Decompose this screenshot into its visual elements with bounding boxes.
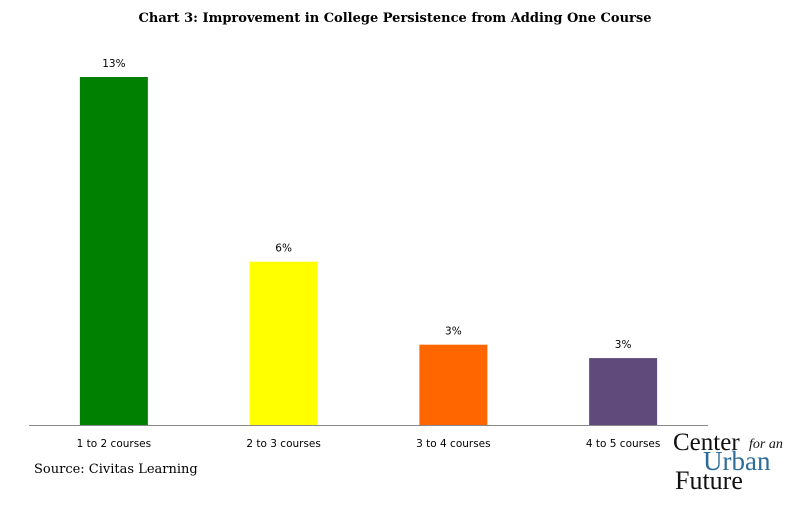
data-label: 6% bbox=[275, 243, 292, 255]
logo-text: Future bbox=[675, 466, 743, 495]
source-note: Source: Civitas Learning bbox=[34, 462, 198, 477]
data-label: 13% bbox=[102, 58, 125, 70]
logo-text: for an bbox=[749, 437, 783, 452]
logo-text: Center bbox=[673, 429, 740, 456]
bar-1 bbox=[79, 77, 148, 425]
chart-title: Chart 3: Improvement in College Persiste… bbox=[139, 11, 652, 26]
x-tick-label: 4 to 5 courses bbox=[586, 438, 660, 450]
bar-4 bbox=[589, 358, 658, 425]
logo-text: Urban bbox=[703, 446, 771, 476]
x-tick-label: 3 to 4 courses bbox=[416, 438, 490, 450]
bar-2 bbox=[249, 261, 318, 425]
data-label: 3% bbox=[615, 339, 632, 351]
x-tick-label: 1 to 2 courses bbox=[77, 438, 151, 450]
x-tick-label: 2 to 3 courses bbox=[246, 438, 320, 450]
data-label: 3% bbox=[445, 326, 462, 338]
bar-3 bbox=[419, 344, 488, 425]
